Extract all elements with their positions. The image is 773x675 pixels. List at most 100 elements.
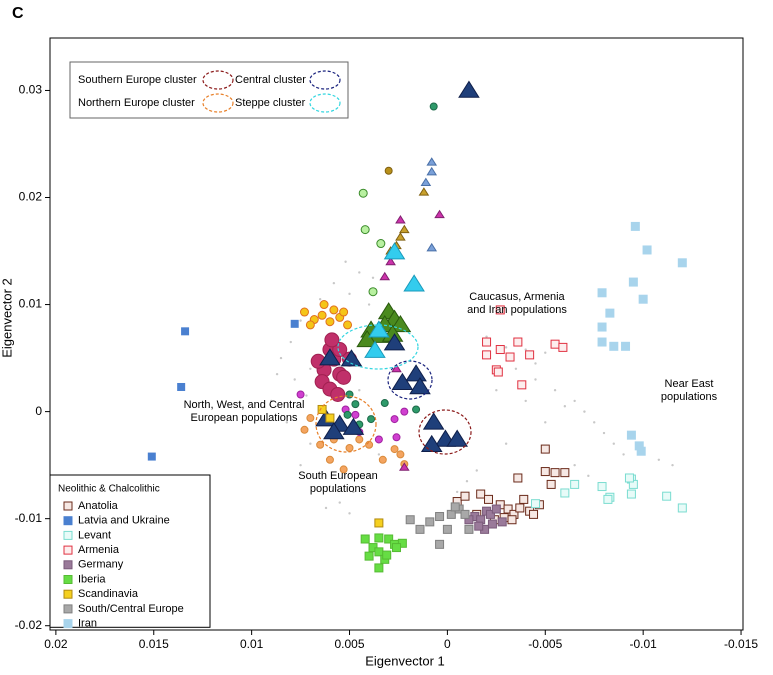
data-point: [340, 349, 363, 367]
data-point: [275, 372, 279, 376]
legend-swatch: [63, 575, 73, 584]
data-point: [540, 467, 550, 477]
data-point: [484, 494, 494, 504]
data-point: [628, 277, 638, 287]
data-point: [344, 260, 347, 263]
data-point: [573, 399, 576, 403]
data-point: [356, 329, 378, 348]
data-point: [524, 399, 527, 403]
legend-label: Iran: [78, 618, 97, 630]
x-tick-label: -0.015: [724, 637, 758, 651]
data-point: [351, 400, 360, 409]
data-point: [305, 394, 308, 397]
data-point: [360, 225, 370, 235]
data-point: [593, 421, 596, 424]
data-point: [384, 166, 393, 175]
data-point: [364, 551, 374, 561]
data-point: [383, 333, 406, 351]
data-point: [626, 489, 636, 499]
data-point: [553, 389, 557, 392]
data-point: [495, 389, 498, 392]
data-point: [400, 407, 409, 416]
data-point: [505, 352, 515, 362]
legend-label: Iberia: [78, 573, 106, 585]
data-point: [299, 463, 302, 467]
data-point: [560, 488, 570, 498]
data-point: [495, 345, 505, 355]
legend-swatch: [63, 560, 73, 570]
data-point: [399, 462, 410, 471]
legend-item: Iran: [63, 618, 97, 630]
cluster-legend-ellipse: [202, 93, 234, 113]
data-point: [299, 319, 302, 322]
data-point: [395, 232, 406, 241]
data-point: [626, 430, 636, 440]
data-point: [638, 294, 648, 304]
data-point: [434, 209, 445, 219]
y-tick-label: 0.03: [19, 83, 43, 97]
data-point: [603, 494, 613, 504]
legend-swatch: [63, 530, 73, 540]
data-point: [529, 509, 539, 519]
legend-label: Anatolia: [78, 500, 119, 512]
data-point: [597, 288, 607, 298]
data-point: [513, 473, 523, 483]
legend-item: Iberia: [63, 573, 106, 585]
y-tick-label: -0.01: [15, 511, 43, 525]
data-point: [290, 319, 299, 328]
data-point: [524, 348, 527, 351]
data-point: [306, 414, 315, 423]
legend-label: Levant: [78, 529, 111, 541]
data-point: [605, 308, 615, 318]
data-point: [446, 429, 468, 447]
cluster-ellipse: [418, 409, 472, 455]
data-point: [332, 342, 348, 358]
data-point: [325, 455, 334, 464]
data-point: [351, 410, 360, 419]
data-point: [319, 348, 341, 366]
data-point: [418, 187, 430, 196]
data-point: [455, 490, 459, 494]
data-point: [368, 320, 390, 338]
data-point: [507, 515, 517, 525]
legend-swatch: [63, 604, 73, 614]
cluster-ellipse: [315, 395, 377, 453]
data-point: [339, 307, 349, 317]
data-point: [365, 440, 374, 449]
data-point: [371, 276, 375, 279]
data-point: [317, 404, 327, 414]
data-point: [342, 417, 365, 435]
x-tick-label: -0.005: [528, 637, 562, 651]
data-point: [395, 215, 406, 224]
annotation: Near East: [665, 378, 714, 390]
data-point: [391, 372, 414, 390]
data-point: [563, 405, 567, 408]
data-point: [367, 303, 371, 306]
data-point: [425, 517, 435, 527]
data-point: [392, 433, 401, 442]
legend-item: Anatolia: [63, 500, 119, 512]
data-point: [293, 378, 296, 381]
data-point: [392, 543, 401, 553]
cluster-legend-label: Southern Europe cluster: [78, 74, 197, 86]
cluster-legend-ellipse: [309, 93, 341, 113]
data-point: [390, 445, 399, 454]
data-point: [534, 362, 537, 365]
data-point: [352, 490, 355, 494]
data-point: [405, 515, 415, 525]
annotation: and Iran populations: [467, 304, 567, 316]
data-point: [540, 444, 550, 454]
data-point: [513, 337, 523, 347]
legend-label: Latvia and Ukraine: [78, 515, 170, 527]
data-point: [348, 512, 351, 515]
x-tick-label: 0: [444, 637, 451, 651]
data-point: [328, 485, 332, 488]
y-axis-label: Eigenvector 2: [0, 278, 14, 358]
data-point: [493, 367, 503, 377]
data-point: [514, 367, 518, 370]
cluster-legend-label: Central cluster: [235, 74, 306, 86]
data-point: [329, 305, 339, 315]
cluster-legend-ellipse: [309, 70, 341, 90]
data-point: [279, 356, 283, 360]
